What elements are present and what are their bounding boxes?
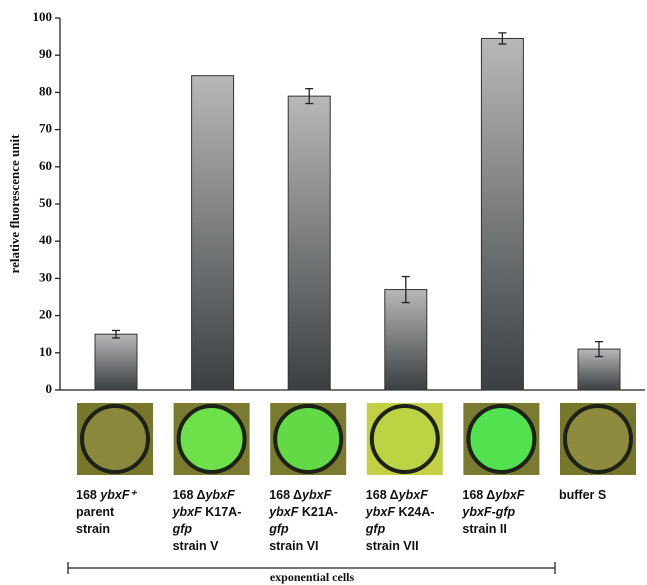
chart: relative fluorescence unit exponential c… — [0, 0, 647, 585]
label-part: 168 — [76, 488, 100, 502]
well — [468, 406, 534, 472]
label-part: 168 Δ — [462, 488, 495, 502]
label-part: K17A- — [202, 505, 242, 519]
label-part: gfp — [172, 522, 193, 536]
x-tick-label: ybxF K24A- — [365, 505, 435, 519]
well — [275, 406, 341, 472]
label-part: 168 Δ — [173, 488, 206, 502]
x-tick-label: ybxF K17A- — [172, 505, 242, 519]
x-tick-label: buffer S — [559, 488, 606, 502]
well — [82, 406, 148, 472]
x-tick-label: 168 ybxF⁺ — [76, 488, 138, 502]
label-part: K24A- — [395, 505, 435, 519]
label-part: K21A- — [298, 505, 338, 519]
x-tick-label: strain VII — [366, 539, 419, 553]
label-part: parent — [76, 505, 115, 519]
x-tick-label: strain V — [173, 539, 220, 553]
bar — [192, 76, 234, 390]
well — [179, 406, 245, 472]
y-tick-label: 60 — [39, 158, 52, 173]
well — [565, 406, 631, 472]
label-part: strain — [76, 522, 110, 536]
label-part: ybxF-gfp — [461, 505, 515, 519]
label-part: ybxF — [301, 488, 332, 502]
label-part: ybxF — [365, 505, 396, 519]
x-tick-label: ybxF K21A- — [268, 505, 338, 519]
label-part: 168 Δ — [366, 488, 399, 502]
y-tick-label: 30 — [39, 269, 52, 284]
y-tick-label: 10 — [39, 344, 52, 359]
bar — [385, 290, 427, 390]
y-tick-label: 80 — [39, 83, 52, 98]
x-tick-label: strain VI — [269, 539, 318, 553]
y-axis-title: relative fluorescence unit — [7, 134, 22, 274]
x-tick-label: strain II — [462, 522, 506, 536]
y-tick-label: 90 — [39, 46, 52, 61]
label-part: ybxF⁺ — [99, 488, 137, 502]
group-label: exponential cells — [270, 570, 355, 584]
label-part: strain VI — [269, 539, 318, 553]
bar — [288, 96, 330, 390]
y-tick-label: 0 — [46, 381, 53, 396]
x-tick-label: 168 ΔybxF — [173, 488, 235, 502]
label-part: gfp — [365, 522, 386, 536]
bar — [95, 334, 137, 390]
x-tick-label: 168 ΔybxF — [366, 488, 428, 502]
x-tick-label: strain — [76, 522, 110, 536]
x-tick-label: 168 ΔybxF — [462, 488, 524, 502]
y-tick-label: 50 — [39, 195, 52, 210]
label-part: strain V — [173, 539, 220, 553]
y-tick-label: 20 — [39, 307, 52, 322]
label-part: strain II — [462, 522, 506, 536]
label-part: gfp — [268, 522, 289, 536]
y-tick-label: 40 — [39, 232, 52, 247]
label-part: ybxF — [172, 505, 203, 519]
label-part: 168 Δ — [269, 488, 302, 502]
x-tick-label: parent — [76, 505, 115, 519]
x-tick-label: ybxF-gfp — [461, 505, 515, 519]
label-part: ybxF — [398, 488, 429, 502]
well — [372, 406, 438, 472]
label-part: ybxF — [268, 505, 299, 519]
x-tick-label: gfp — [172, 522, 193, 536]
x-tick-label: gfp — [365, 522, 386, 536]
y-tick-label: 70 — [39, 121, 52, 136]
y-tick-label: 100 — [33, 9, 53, 24]
x-tick-label: gfp — [268, 522, 289, 536]
bar — [481, 38, 523, 390]
label-part: ybxF — [204, 488, 235, 502]
label-part: ybxF — [494, 488, 525, 502]
label-part: buffer S — [559, 488, 606, 502]
label-part: strain VII — [366, 539, 419, 553]
x-tick-label: 168 ΔybxF — [269, 488, 331, 502]
